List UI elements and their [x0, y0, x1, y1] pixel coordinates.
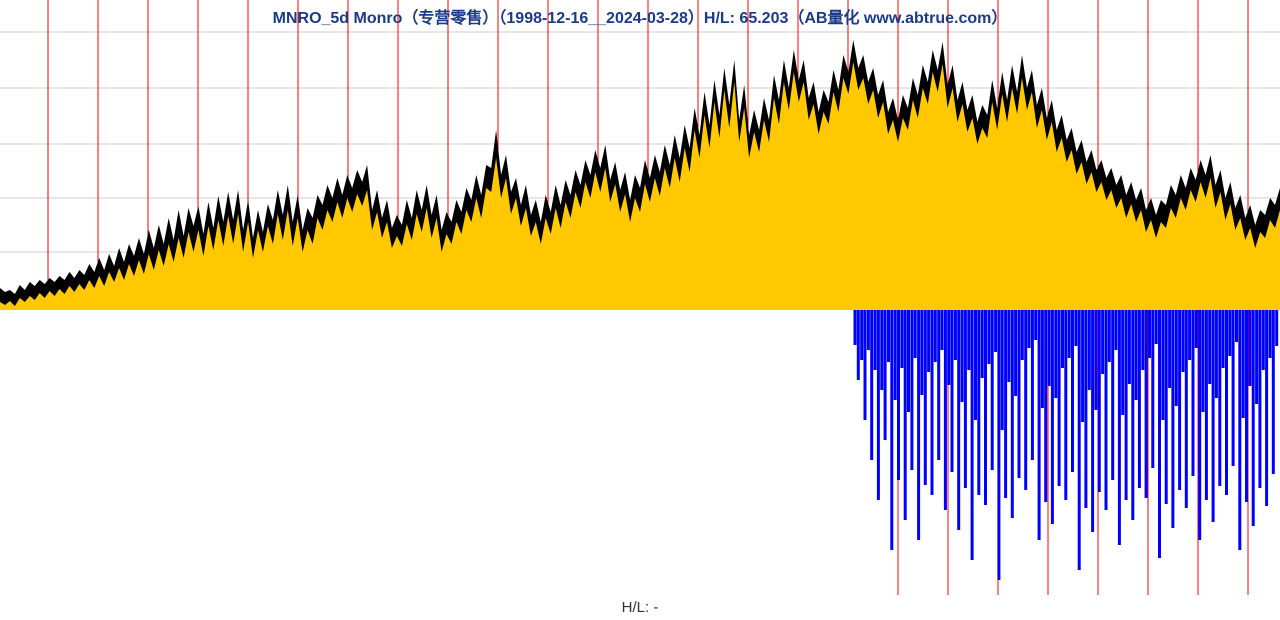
chart-title: MNRO_5d Monro（专营零售）（1998-12-16__2024-03-… — [0, 4, 1280, 28]
chart-footer: H/L: - — [0, 599, 1280, 616]
price-chart — [0, 0, 1280, 620]
